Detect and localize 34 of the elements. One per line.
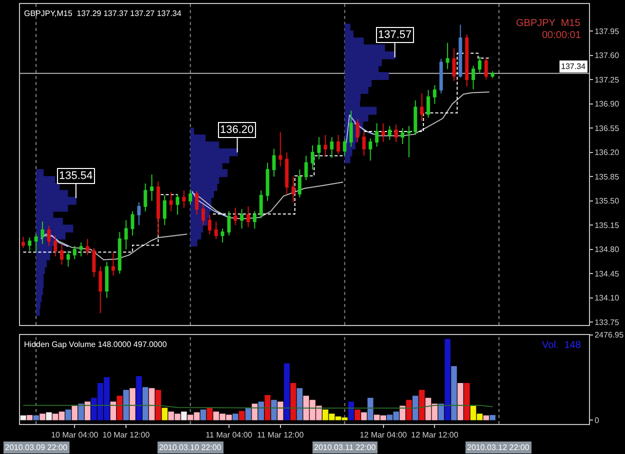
y-tick-label: 133.75 bbox=[594, 318, 620, 327]
y-tick-label: 0 bbox=[594, 416, 600, 426]
y-tick-label: 134.45 bbox=[594, 269, 620, 278]
ref-line-label: 2010.03.10 22:00 bbox=[159, 443, 222, 452]
y-tick-label: 134.80 bbox=[594, 245, 620, 254]
y-tick-label: 135.85 bbox=[594, 172, 620, 182]
y-tick-label: 136.20 bbox=[594, 148, 620, 158]
x-tick-label: 11 Mar 04:00 bbox=[206, 430, 253, 440]
y-tick-label: 134.10 bbox=[594, 294, 620, 303]
annotation: 00:00:01 bbox=[542, 30, 582, 41]
y-tick-label: 137.25 bbox=[594, 75, 620, 84]
y-tick-label: 136.55 bbox=[594, 124, 620, 133]
ref-line-label: 2010.03.12 22:00 bbox=[467, 443, 530, 452]
annotation: 137.57 bbox=[378, 29, 412, 41]
x-tick-label: 12 Mar 04:00 bbox=[360, 430, 408, 440]
y-tick-label: 136.90 bbox=[594, 100, 620, 109]
ref-line-label: 137.34 bbox=[561, 62, 586, 71]
x-tick-label: 10 Mar 04:00 bbox=[51, 430, 99, 440]
ref-line-label: 2010.03.09 22:00 bbox=[5, 443, 68, 452]
x-tick-label: 10 Mar 12:00 bbox=[102, 430, 150, 440]
y-tick-label: 135.15 bbox=[594, 220, 620, 230]
annotation: 135.54 bbox=[59, 170, 93, 182]
annotation: 136.20 bbox=[220, 124, 254, 136]
annotation: GBPJPY M15 bbox=[516, 18, 581, 29]
y-tick-label: 137.60 bbox=[594, 51, 620, 60]
annotation: Vol. 148 bbox=[542, 340, 582, 351]
text: GBPJPY,M15 137.29 137.37 137.27 137.34 bbox=[24, 9, 182, 18]
x-tick-label: 12 Mar 12:00 bbox=[411, 430, 459, 440]
ref-line-label: 2010.03.11 22:00 bbox=[314, 443, 376, 452]
x-tick-label: 11 Mar 12:00 bbox=[257, 430, 304, 440]
y-tick-label: 137.95 bbox=[594, 26, 620, 36]
y-tick-label: 2476.95 bbox=[594, 330, 624, 340]
text: Hidden Gap Volume 148.0000 497.0000 bbox=[24, 340, 168, 349]
y-tick-label: 135.50 bbox=[594, 196, 620, 206]
